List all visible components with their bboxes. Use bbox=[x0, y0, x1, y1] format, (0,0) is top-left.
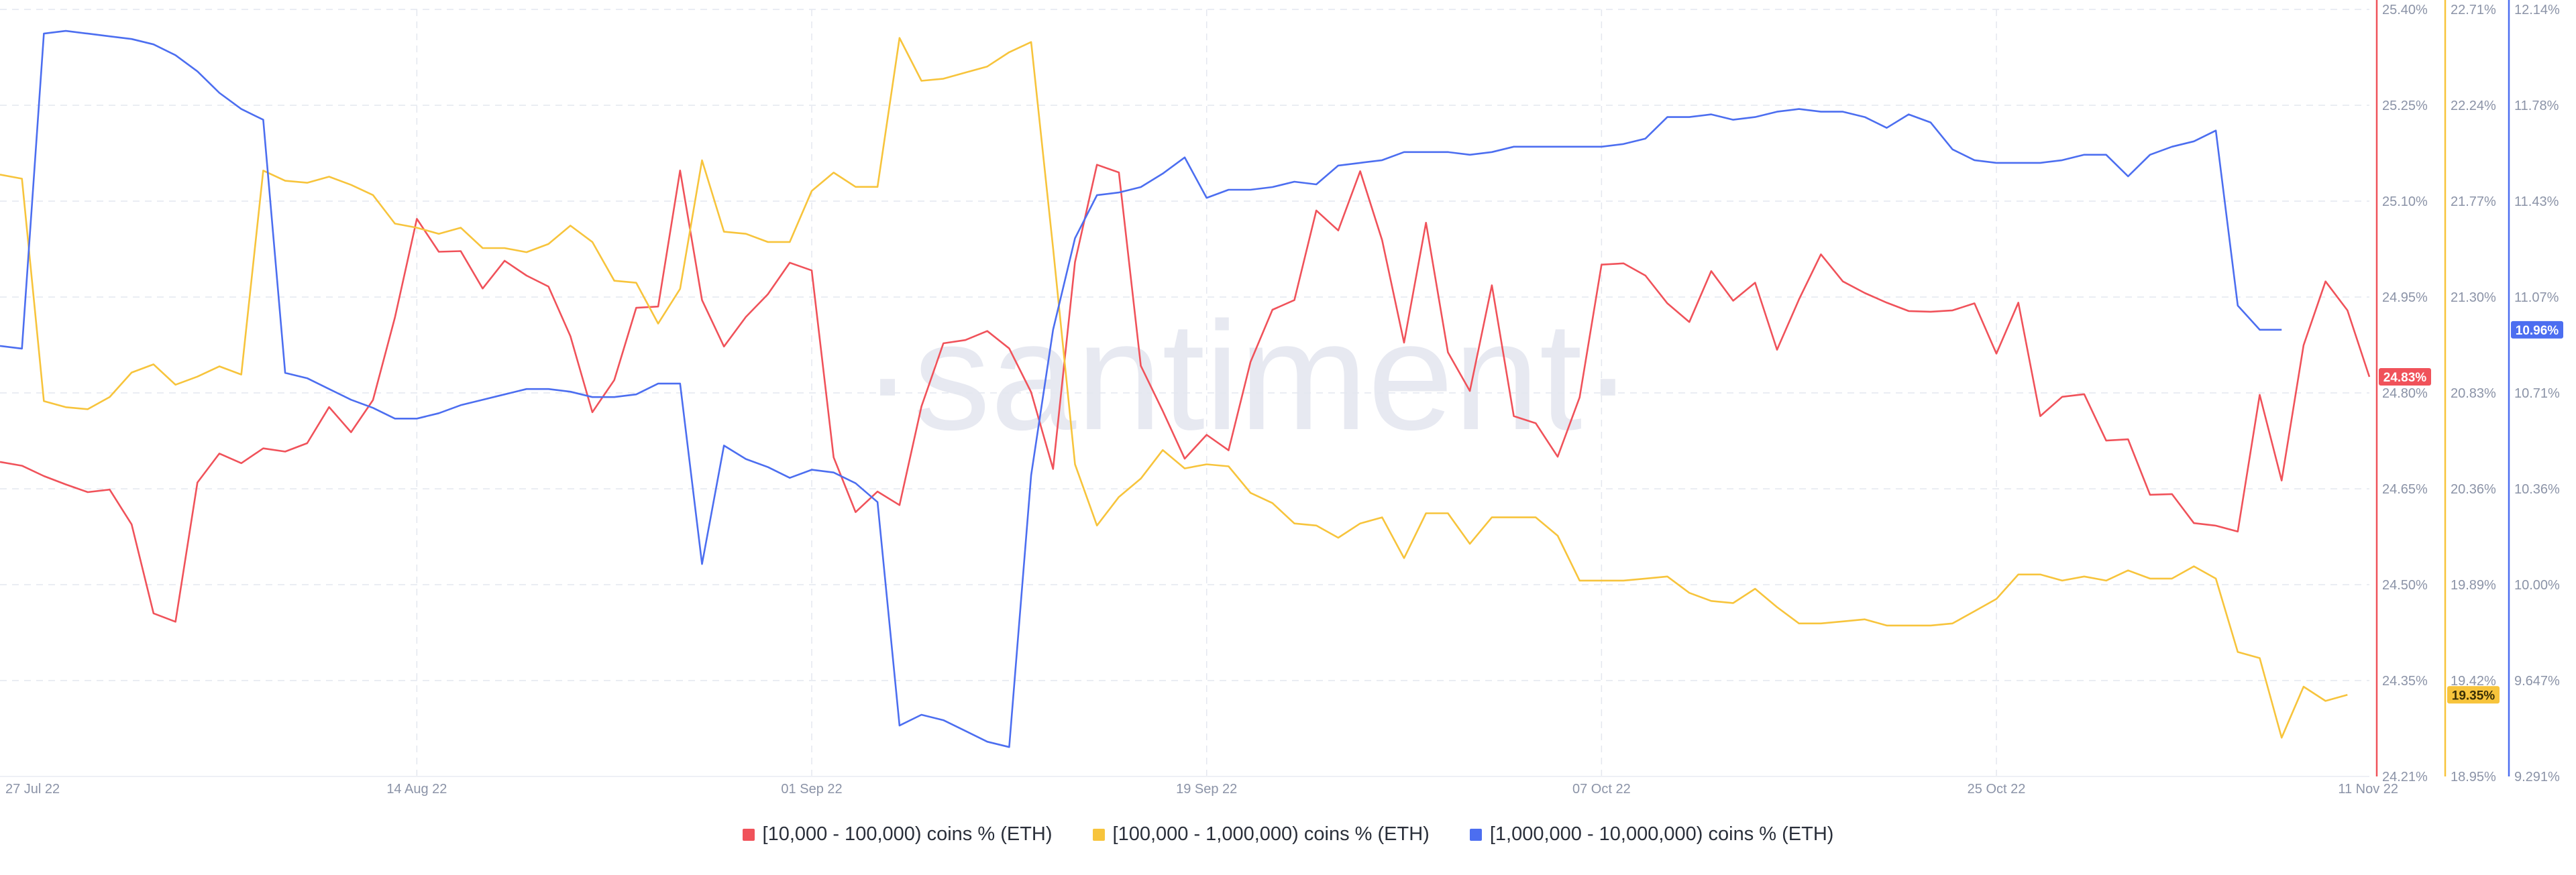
y-tick-label-blue: 11.78% bbox=[2514, 99, 2559, 113]
y-tick-label-blue: 11.07% bbox=[2514, 290, 2559, 305]
y-tick-label-blue: 10.71% bbox=[2514, 386, 2560, 401]
last-value-label-blue: 10.96% bbox=[2516, 324, 2559, 338]
x-tick-label: 27 Jul 22 bbox=[5, 782, 60, 797]
grid-layer bbox=[0, 9, 2369, 777]
y-tick-label-red: 24.50% bbox=[2382, 578, 2428, 593]
y-tick-label-yellow: 20.36% bbox=[2451, 482, 2496, 497]
y-tick-label-red: 24.21% bbox=[2382, 770, 2428, 784]
legend-label-red: [10,000 - 100,000) coins % (ETH) bbox=[762, 823, 1053, 845]
y-tick-label-blue: 10.36% bbox=[2514, 482, 2560, 497]
x-tick-label: 11 Nov 22 bbox=[2338, 782, 2398, 797]
axes-layer: 27 Jul 22 14 Aug 22 01 Sep 22 19 Sep 22 07 O… bbox=[5, 0, 2563, 797]
legend-item-red[interactable]: [10,000 - 100,000) coins % (ETH) bbox=[742, 823, 1053, 845]
y-tick-label-blue: 9.291% bbox=[2514, 770, 2560, 784]
x-tick-label: 01 Sep 22 bbox=[781, 782, 842, 797]
y-tick-label-red: 24.95% bbox=[2382, 290, 2428, 305]
x-tick-label: 14 Aug 22 bbox=[386, 782, 447, 797]
y-tick-label-yellow: 22.24% bbox=[2451, 99, 2496, 113]
x-tick-label: 19 Sep 22 bbox=[1176, 782, 1237, 797]
y-tick-label-blue: 12.14% bbox=[2514, 3, 2560, 17]
legend-item-blue[interactable]: [1,000,000 - 10,000,000) coins % (ETH) bbox=[1469, 823, 1834, 845]
last-value-badge-bg-red bbox=[2379, 367, 2431, 386]
y-tick-label-blue: 10.00% bbox=[2514, 578, 2560, 593]
y-tick-label-blue: 11.43% bbox=[2514, 194, 2559, 209]
y-tick-label-red: 24.65% bbox=[2382, 482, 2428, 497]
y-tick-label-yellow: 19.89% bbox=[2451, 578, 2496, 593]
y-tick-label-yellow: 21.77% bbox=[2451, 194, 2496, 209]
last-value-badge-yellow: 19.35% bbox=[2447, 686, 2500, 704]
series-line-yellow bbox=[0, 37, 2348, 739]
last-value-badge-blue: 10.96% bbox=[2511, 320, 2563, 339]
y-tick-label-red: 25.10% bbox=[2382, 194, 2428, 209]
y-tick-label-red: 25.25% bbox=[2382, 99, 2428, 113]
last-value-badge-red: 24.83% bbox=[2379, 367, 2431, 386]
y-tick-label-blue: 9.647% bbox=[2514, 674, 2560, 689]
legend-item-yellow[interactable]: [100,000 - 1,000,000) coins % (ETH) bbox=[1092, 823, 1430, 845]
legend-swatch-blue bbox=[1469, 828, 1482, 841]
y-tick-label-yellow: 22.71% bbox=[2451, 3, 2496, 17]
series-line-red bbox=[0, 164, 2371, 623]
series-layer bbox=[0, 30, 2371, 748]
series-line-blue bbox=[0, 30, 2282, 748]
y-tick-label-yellow: 18.95% bbox=[2451, 770, 2496, 784]
y-tick-label-yellow: 19.42% bbox=[2451, 674, 2496, 689]
legend: [10,000 - 100,000) coins % (ETH) [100,00… bbox=[0, 823, 2576, 845]
y-tick-label-red: 25.40% bbox=[2382, 3, 2428, 17]
last-value-badge-bg-yellow bbox=[2447, 686, 2500, 704]
y-tick-label-yellow: 21.30% bbox=[2451, 290, 2496, 305]
y-tick-label-yellow: 20.83% bbox=[2451, 386, 2496, 401]
x-tick-label: 07 Oct 22 bbox=[1572, 782, 1631, 797]
y-tick-label-red: 24.80% bbox=[2382, 386, 2428, 401]
legend-label-yellow: [100,000 - 1,000,000) coins % (ETH) bbox=[1112, 823, 1430, 845]
last-value-label-yellow: 19.35% bbox=[2452, 689, 2496, 703]
last-value-label-red: 24.83% bbox=[2383, 371, 2427, 385]
last-value-badge-bg-blue bbox=[2511, 320, 2563, 339]
y-tick-label-red: 24.35% bbox=[2382, 674, 2428, 689]
legend-swatch-red bbox=[742, 828, 755, 841]
x-tick-label: 25 Oct 22 bbox=[1968, 782, 2026, 797]
legend-label-blue: [1,000,000 - 10,000,000) coins % (ETH) bbox=[1489, 823, 1834, 845]
legend-swatch-yellow bbox=[1092, 828, 1105, 841]
